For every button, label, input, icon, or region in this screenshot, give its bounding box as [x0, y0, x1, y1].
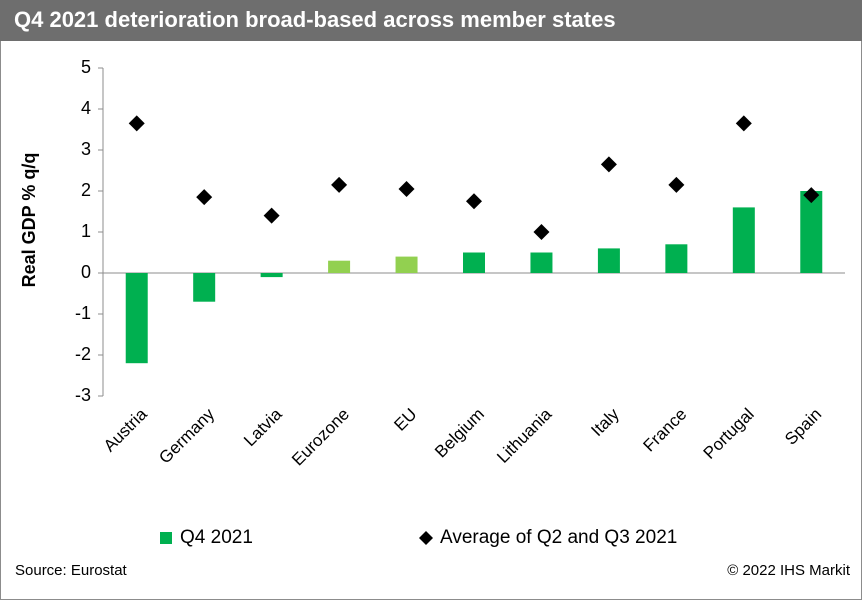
legend-label: Average of Q2 and Q3 2021: [440, 527, 677, 548]
marker: [533, 224, 550, 240]
bar: [125, 273, 148, 364]
bar: [395, 256, 418, 273]
title-bar: [0, 0, 862, 41]
marker: [600, 156, 617, 173]
marker: [803, 187, 820, 204]
y-tick-label: 2: [81, 180, 91, 200]
marker: [263, 207, 280, 224]
y-tick-label: -1: [75, 303, 91, 323]
legend-swatch: [160, 532, 172, 544]
y-tick-label: -2: [75, 344, 91, 364]
y-tick-label: 5: [81, 57, 91, 77]
chart-title: Q4 2021 deterioration broad-based across…: [14, 7, 616, 32]
bar: [597, 248, 620, 273]
bar: [260, 273, 283, 278]
y-tick-label: 1: [81, 221, 91, 241]
marker: [668, 176, 685, 193]
y-tick-label: 3: [81, 139, 91, 159]
bar: [800, 191, 823, 273]
marker: [466, 193, 482, 210]
marker: [735, 115, 752, 132]
bar: [732, 207, 755, 273]
y-tick-label: -3: [75, 385, 91, 405]
legend-label: Q4 2021: [180, 527, 253, 548]
bar: [530, 252, 553, 273]
source: Source: Eurostat: [15, 562, 128, 579]
bar: [665, 244, 688, 273]
y-tick-label: 0: [81, 262, 91, 282]
bar: [463, 252, 485, 273]
bar: [328, 260, 351, 273]
marker: [128, 115, 145, 132]
marker: [331, 176, 348, 193]
marker: [398, 180, 415, 197]
y-axis-label: Real GDP % q/q: [19, 153, 39, 288]
marker: [196, 189, 213, 206]
y-tick-label: 4: [81, 98, 91, 118]
bar: [193, 273, 216, 302]
legend-swatch: [419, 531, 433, 545]
copyright: © 2022 IHS Markit: [727, 562, 851, 579]
